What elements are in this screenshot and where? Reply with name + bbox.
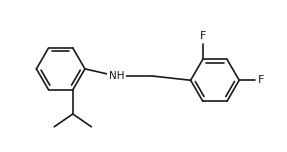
Text: NH: NH xyxy=(108,71,124,81)
Text: F: F xyxy=(199,31,206,41)
Text: F: F xyxy=(258,75,265,85)
